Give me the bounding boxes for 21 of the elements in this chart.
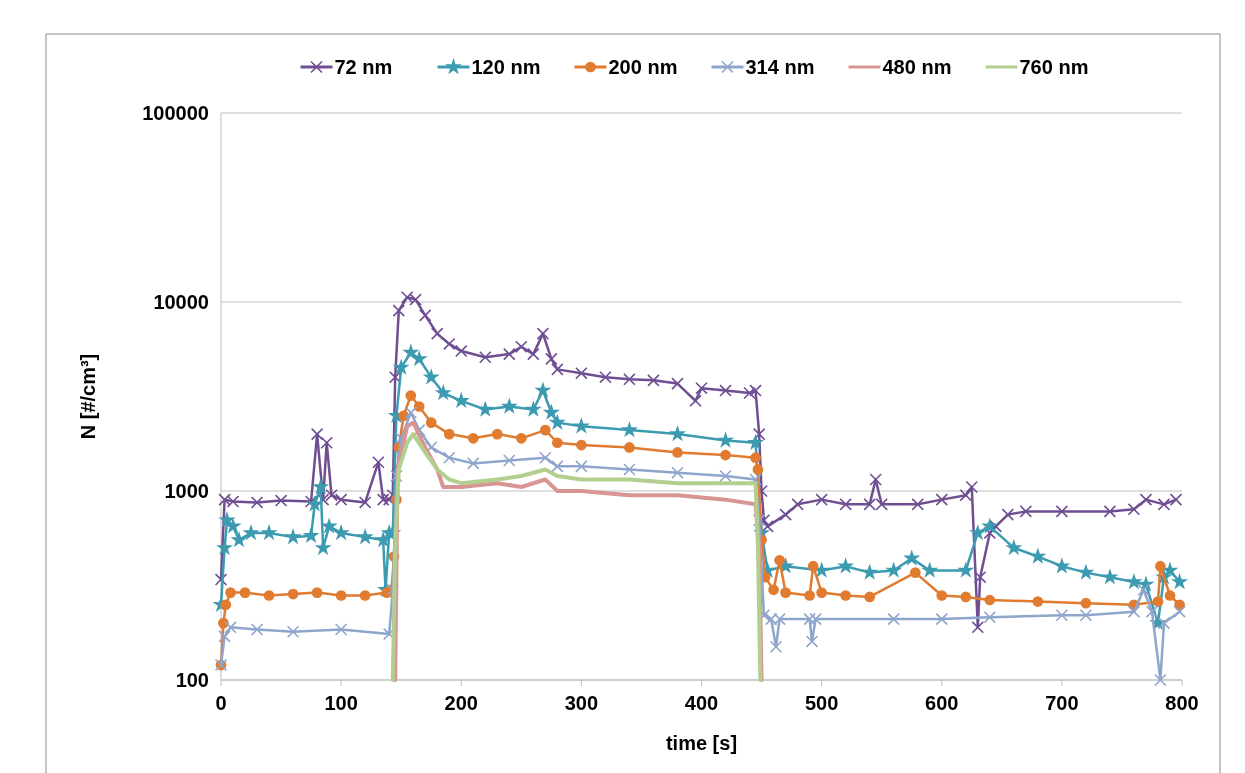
y-tick-label: 100: [175, 669, 209, 691]
legend-label: 314 nm: [745, 56, 815, 78]
legend-label: 72 nm: [334, 56, 393, 78]
y-tick-label: 1000: [164, 480, 209, 502]
x-tick-label: 600: [925, 692, 959, 714]
y-tick-label: 10000: [153, 291, 209, 313]
legend-label: 480 nm: [882, 56, 952, 78]
x-tick-label: 100: [324, 692, 358, 714]
x-tick-label: 200: [444, 692, 478, 714]
x-tick-label: 700: [1045, 692, 1079, 714]
y-tick-label: 100000: [142, 102, 209, 124]
x-tick-label: 400: [684, 692, 719, 714]
x-tick-label: 500: [804, 692, 839, 714]
x-axis-title: time [s]: [665, 732, 738, 754]
legend-label: 200 nm: [608, 56, 678, 78]
legend-label: 760 nm: [1019, 56, 1089, 78]
x-tick-label: 0: [215, 692, 227, 714]
legend-label: 120 nm: [471, 56, 541, 78]
y-axis-title: N [#/cm³]: [77, 353, 99, 440]
x-tick-label: 800: [1165, 692, 1199, 714]
x-tick-label: 300: [564, 692, 599, 714]
